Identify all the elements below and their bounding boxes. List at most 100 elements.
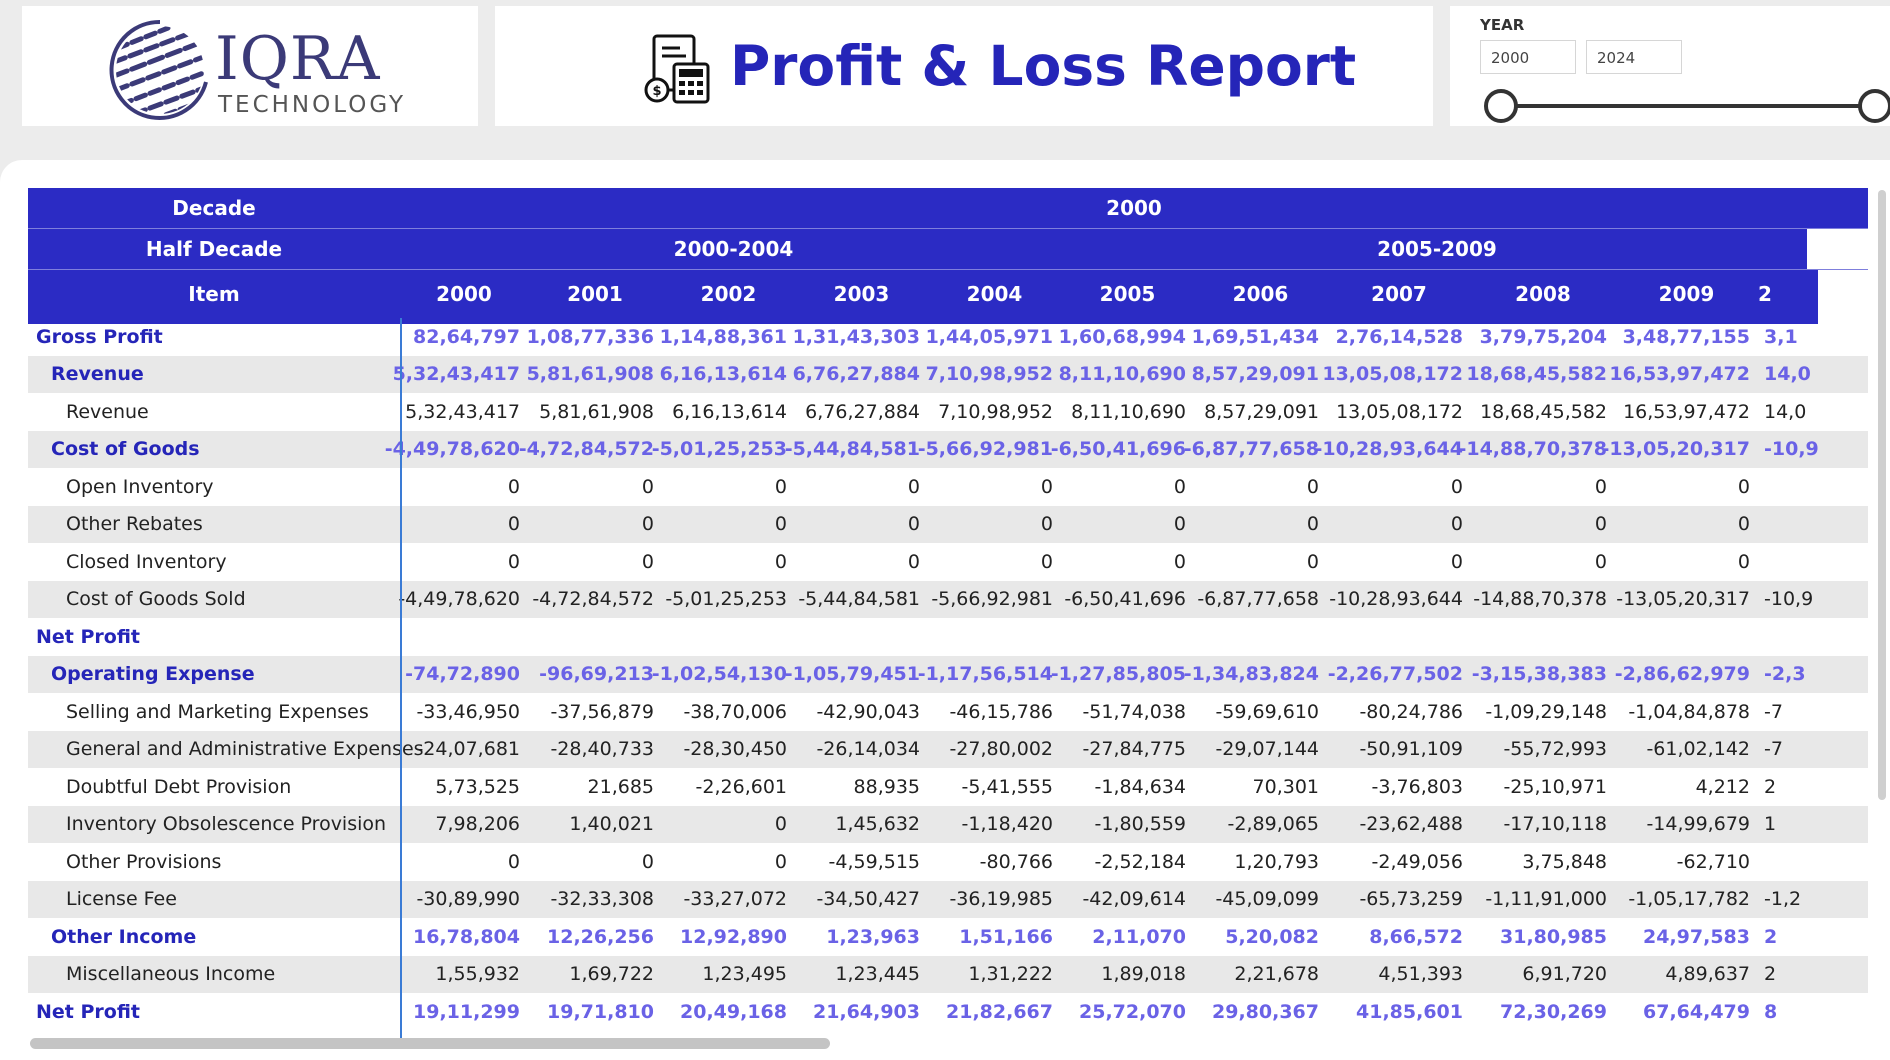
value-cell: -1,80,559 xyxy=(1094,813,1186,836)
decade-column-header[interactable]: 2000 xyxy=(1106,196,1162,220)
year-column-header[interactable]: 2007 xyxy=(1371,282,1427,306)
value-cell: -1,84,634 xyxy=(1094,775,1186,798)
value-cell: 5,20,082 xyxy=(1225,925,1319,948)
value-cell: 8,57,29,091 xyxy=(1191,363,1319,386)
value-cell: 0 xyxy=(1306,475,1319,498)
value-cell: 70,301 xyxy=(1252,775,1319,798)
value-cell: -10,9 xyxy=(1764,438,1819,461)
value-cell: 2 xyxy=(1764,925,1778,948)
row-label: Cost of Goods Sold xyxy=(66,588,246,611)
year-column-header[interactable]: 2 xyxy=(1758,282,1772,306)
year-column-header[interactable]: 2003 xyxy=(833,282,890,306)
row-label: Open Inventory xyxy=(66,475,214,498)
table-row[interactable]: Other Rebates 0 0 0 0 0 0 0 0 0 0 xyxy=(28,505,1868,543)
year-column-header[interactable]: 2009 xyxy=(1658,282,1715,306)
table-row[interactable]: Net Profit 19,11,299 19,71,810 20,49,168 21,… xyxy=(28,993,1868,1031)
year-column-header[interactable]: 2004 xyxy=(966,282,1023,306)
table-row[interactable]: Inventory Obsolescence Provision 7,98,206… xyxy=(28,805,1868,843)
value-cell: -7 xyxy=(1764,700,1783,723)
row-label[interactable]: Gross Profit xyxy=(36,325,163,348)
value-cell: 0 xyxy=(774,813,787,836)
value-cell: 13,05,08,172 xyxy=(1336,400,1463,423)
value-cell: 4,212 xyxy=(1695,775,1750,798)
value-cell: 0 xyxy=(774,475,787,498)
value-cell: -28,30,450 xyxy=(683,738,787,761)
value-cell: 0 xyxy=(1450,513,1463,536)
value-cell: -5,44,84,581 xyxy=(784,438,920,461)
value-cell: 1,60,68,994 xyxy=(1058,325,1186,348)
value-cell: 88,935 xyxy=(853,775,920,798)
row-label[interactable]: Revenue xyxy=(51,363,144,386)
year-column-header[interactable]: 2006 xyxy=(1232,282,1289,306)
table-row[interactable]: License Fee -30,89,990 -32,33,308 -33,27,07… xyxy=(28,880,1868,918)
table-row[interactable]: Closed Inventory 0 0 0 0 0 0 0 0 0 0 xyxy=(28,543,1868,581)
value-cell: 1,51,166 xyxy=(959,925,1053,948)
year-slider-track[interactable] xyxy=(1502,104,1890,108)
table-row[interactable]: Selling and Marketing Expenses -33,46,950… xyxy=(28,693,1868,731)
value-cell: 6,91,720 xyxy=(1522,963,1607,986)
value-cell: 13,05,08,172 xyxy=(1322,363,1463,386)
value-cell: 1,40,021 xyxy=(569,813,654,836)
horizontal-scrollbar[interactable] xyxy=(30,1038,830,1049)
table-row[interactable]: Cost of Goods -4,49,78,620 -4,72,84,572 -5,… xyxy=(28,430,1868,468)
year-end-input[interactable]: 2024 xyxy=(1586,40,1682,74)
value-cell: 0 xyxy=(1306,513,1319,536)
table-row[interactable]: Operating Expense -74,72,890 -96,69,213 -1,… xyxy=(28,655,1868,693)
row-label: Revenue xyxy=(66,400,149,423)
value-cell: -59,69,610 xyxy=(1215,700,1319,723)
row-label[interactable]: Net Profit xyxy=(36,625,140,648)
value-cell: 1,45,632 xyxy=(835,813,920,836)
value-cell: -1,09,29,148 xyxy=(1485,700,1607,723)
value-cell: -10,28,93,644 xyxy=(1329,588,1463,611)
value-cell: 31,80,985 xyxy=(1500,925,1607,948)
vertical-scrollbar[interactable] xyxy=(1878,190,1886,800)
value-cell: 6,16,13,614 xyxy=(659,363,787,386)
matrix-card: Decade 2000 Half Decade 2000-2004 2005-2… xyxy=(0,160,1890,1060)
table-row[interactable]: Gross Profit 82,64,797 1,08,77,336 1,14,88,… xyxy=(28,318,1868,356)
value-cell: 1,31,222 xyxy=(968,963,1053,986)
table-row[interactable]: Cost of Goods Sold -4,49,78,620 -4,72,84,5… xyxy=(28,580,1868,618)
table-row[interactable]: Other Income 16,78,804 12,26,256 12,92,890 1… xyxy=(28,918,1868,956)
value-cell xyxy=(1758,618,1818,656)
value-cell: 67,64,479 xyxy=(1643,1000,1750,1023)
year-column-header[interactable]: 2008 xyxy=(1515,282,1571,306)
row-label: Inventory Obsolescence Provision xyxy=(66,813,387,836)
value-cell xyxy=(400,618,528,656)
table-row[interactable]: Doubtful Debt Provision 5,73,525 21,685 -2,… xyxy=(28,768,1868,806)
table-row[interactable]: Net Profit xyxy=(28,618,1868,656)
value-cell: -62,710 xyxy=(1676,850,1750,873)
row-label[interactable]: Cost of Goods xyxy=(51,438,200,461)
year-start-input[interactable]: 2000 xyxy=(1480,40,1576,74)
value-cell: 0 xyxy=(1040,475,1053,498)
value-cell: -1,04,84,878 xyxy=(1628,700,1750,723)
table-row[interactable]: Other Provisions 0 0 0 -4,59,515 -80,766 -2,52… xyxy=(28,843,1868,881)
table-row[interactable]: Miscellaneous Income 1,55,932 1,69,722 1,23… xyxy=(28,955,1868,993)
value-cell: 14,0 xyxy=(1764,400,1807,423)
year-column-header[interactable]: 2000 xyxy=(436,282,492,306)
value-cell: -1,34,83,824 xyxy=(1183,663,1319,686)
value-cell: 1 xyxy=(1764,813,1777,836)
year-column-header[interactable]: 2005 xyxy=(1099,282,1156,306)
row-label[interactable]: Other Income xyxy=(51,925,197,948)
value-cell: -13,05,20,317 xyxy=(1616,588,1750,611)
value-cell: 18,68,45,582 xyxy=(1480,400,1607,423)
half-decade-header[interactable]: 2005-2009 xyxy=(1377,237,1497,261)
row-label[interactable]: Net Profit xyxy=(36,1000,140,1023)
value-cell: -1,18,420 xyxy=(961,813,1053,836)
table-row[interactable]: Revenue 5,32,43,417 5,81,61,908 6,16,13,614… xyxy=(28,393,1868,431)
value-cell: 4,51,393 xyxy=(1378,963,1463,986)
table-row[interactable]: General and Administrative Expenses -24,0… xyxy=(28,730,1868,768)
year-column-header[interactable]: 2001 xyxy=(567,282,623,306)
half-decade-header[interactable]: 2000-2004 xyxy=(673,237,794,261)
value-cell: 0 xyxy=(641,513,654,536)
table-row[interactable]: Open Inventory 0 0 0 0 0 0 0 0 0 0 xyxy=(28,468,1868,506)
year-column-header[interactable]: 2002 xyxy=(700,282,757,306)
value-cell: -1,02,54,130 xyxy=(651,663,787,686)
value-cell: -30,89,990 xyxy=(416,888,520,911)
value-cell: 0 xyxy=(907,513,920,536)
row-label[interactable]: Operating Expense xyxy=(51,663,255,686)
year-slider-end-handle[interactable] xyxy=(1858,89,1890,123)
year-slider-start-handle[interactable] xyxy=(1484,89,1518,123)
table-row[interactable]: Revenue 5,32,43,417 5,81,61,908 6,16,13,614… xyxy=(28,355,1868,393)
value-cell: 0 xyxy=(1594,513,1607,536)
